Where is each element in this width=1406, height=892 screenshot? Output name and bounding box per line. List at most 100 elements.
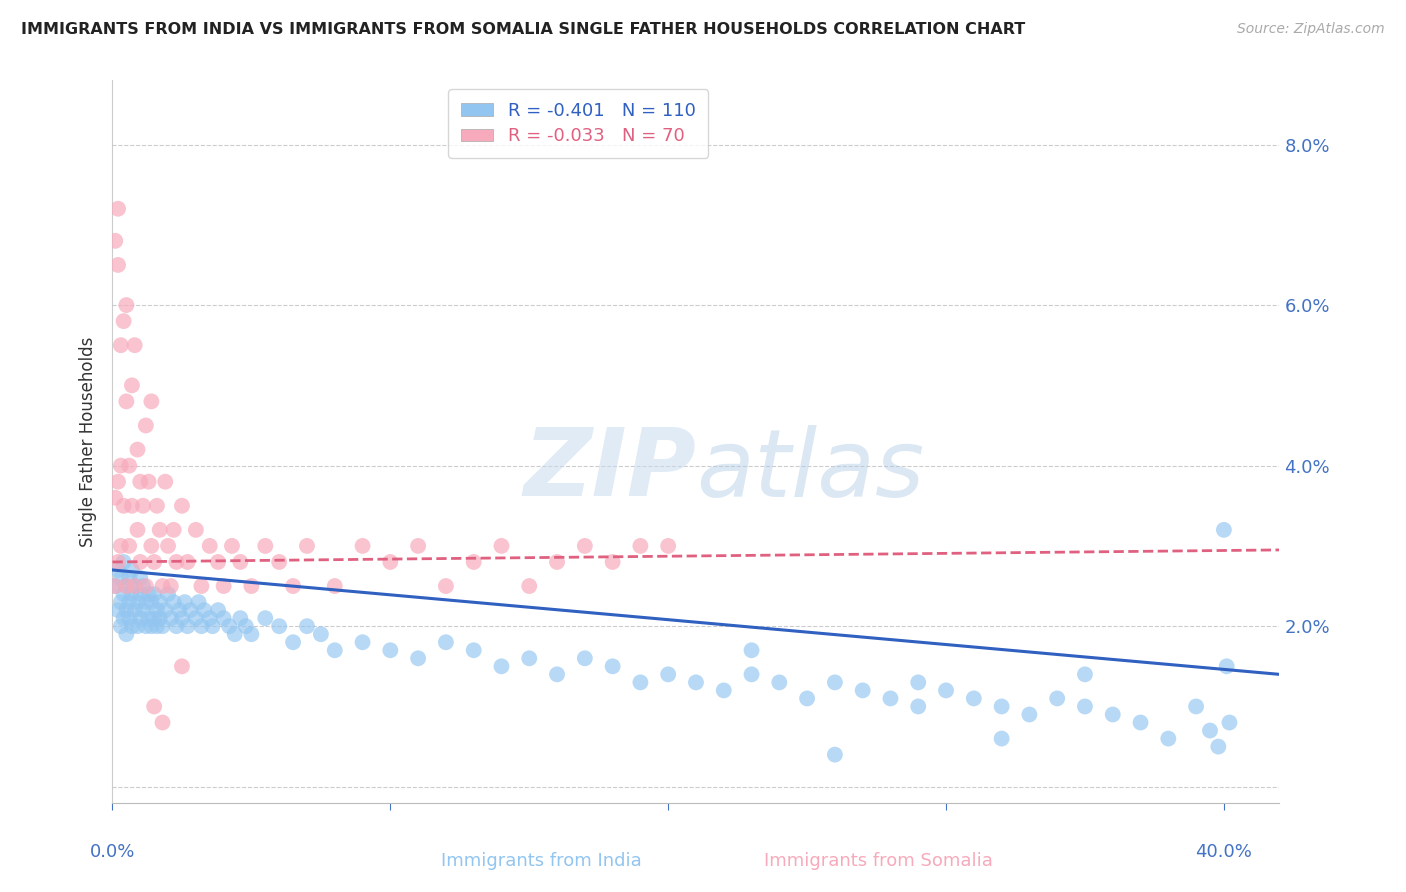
Point bbox=[115, 298, 138, 312]
Point bbox=[149, 523, 172, 537]
Point bbox=[107, 258, 129, 272]
Point bbox=[127, 523, 149, 537]
Point bbox=[138, 611, 160, 625]
Point bbox=[963, 691, 986, 706]
Point bbox=[602, 555, 624, 569]
Point bbox=[1074, 699, 1097, 714]
Point bbox=[124, 338, 146, 352]
Point bbox=[323, 643, 346, 657]
Point bbox=[121, 499, 143, 513]
Point bbox=[221, 539, 243, 553]
Point bbox=[713, 683, 735, 698]
Point bbox=[124, 603, 146, 617]
Point bbox=[1046, 691, 1069, 706]
Point bbox=[141, 595, 163, 609]
Point bbox=[240, 627, 263, 641]
Point bbox=[143, 699, 166, 714]
Text: 40.0%: 40.0% bbox=[1195, 843, 1253, 861]
Point bbox=[121, 378, 143, 392]
Point bbox=[135, 579, 157, 593]
Point bbox=[657, 539, 679, 553]
Point bbox=[146, 619, 169, 633]
Point bbox=[796, 691, 818, 706]
Point bbox=[1129, 715, 1152, 730]
Point bbox=[190, 579, 212, 593]
Point bbox=[127, 595, 149, 609]
Point bbox=[107, 555, 129, 569]
Point bbox=[157, 587, 180, 601]
Point bbox=[254, 611, 277, 625]
Point bbox=[224, 627, 246, 641]
Point bbox=[115, 603, 138, 617]
Point bbox=[207, 603, 229, 617]
Point bbox=[165, 619, 187, 633]
Point bbox=[212, 579, 235, 593]
Point bbox=[824, 747, 846, 762]
Point bbox=[628, 539, 651, 553]
Point bbox=[118, 611, 141, 625]
Point bbox=[517, 579, 540, 593]
Point bbox=[1185, 699, 1208, 714]
Point bbox=[1212, 523, 1234, 537]
Text: 0.0%: 0.0% bbox=[90, 843, 135, 861]
Point bbox=[110, 595, 132, 609]
Point bbox=[121, 619, 143, 633]
Point bbox=[434, 635, 457, 649]
Point bbox=[107, 202, 129, 216]
Point bbox=[184, 523, 207, 537]
Point bbox=[879, 691, 901, 706]
Point bbox=[129, 611, 152, 625]
Point bbox=[115, 627, 138, 641]
Point bbox=[112, 499, 135, 513]
Point bbox=[155, 603, 177, 617]
Point bbox=[491, 539, 513, 553]
Point bbox=[107, 563, 129, 577]
Point bbox=[118, 458, 141, 473]
Point bbox=[149, 611, 172, 625]
Point bbox=[212, 611, 235, 625]
Point bbox=[434, 579, 457, 593]
Point bbox=[990, 699, 1012, 714]
Point bbox=[112, 587, 135, 601]
Point bbox=[110, 571, 132, 585]
Point bbox=[323, 579, 346, 593]
Point bbox=[129, 475, 152, 489]
Point bbox=[162, 523, 184, 537]
Point bbox=[132, 499, 155, 513]
Point bbox=[907, 675, 929, 690]
Point bbox=[463, 643, 485, 657]
Point bbox=[1208, 739, 1230, 754]
Point bbox=[198, 539, 221, 553]
Point bbox=[1218, 715, 1240, 730]
Point bbox=[104, 234, 127, 248]
Point bbox=[824, 675, 846, 690]
Point bbox=[240, 579, 263, 593]
Point bbox=[115, 579, 138, 593]
Point bbox=[143, 587, 166, 601]
Text: atlas: atlas bbox=[696, 425, 924, 516]
Point bbox=[254, 539, 277, 553]
Point bbox=[104, 491, 127, 505]
Point bbox=[112, 611, 135, 625]
Point bbox=[546, 667, 568, 681]
Text: Source: ZipAtlas.com: Source: ZipAtlas.com bbox=[1237, 22, 1385, 37]
Point bbox=[112, 314, 135, 328]
Point bbox=[104, 579, 127, 593]
Point bbox=[269, 555, 291, 569]
Point bbox=[201, 619, 224, 633]
Point bbox=[406, 651, 429, 665]
Point bbox=[170, 499, 193, 513]
Point bbox=[129, 587, 152, 601]
Point bbox=[935, 683, 957, 698]
Point bbox=[574, 651, 596, 665]
Point bbox=[118, 539, 141, 553]
Point bbox=[129, 571, 152, 585]
Legend: R = -0.401   N = 110, R = -0.033   N = 70: R = -0.401 N = 110, R = -0.033 N = 70 bbox=[449, 89, 709, 158]
Point bbox=[124, 579, 146, 593]
Point bbox=[309, 627, 332, 641]
Point bbox=[491, 659, 513, 673]
Point bbox=[295, 539, 318, 553]
Point bbox=[352, 635, 374, 649]
Point bbox=[1215, 659, 1237, 673]
Point bbox=[170, 659, 193, 673]
